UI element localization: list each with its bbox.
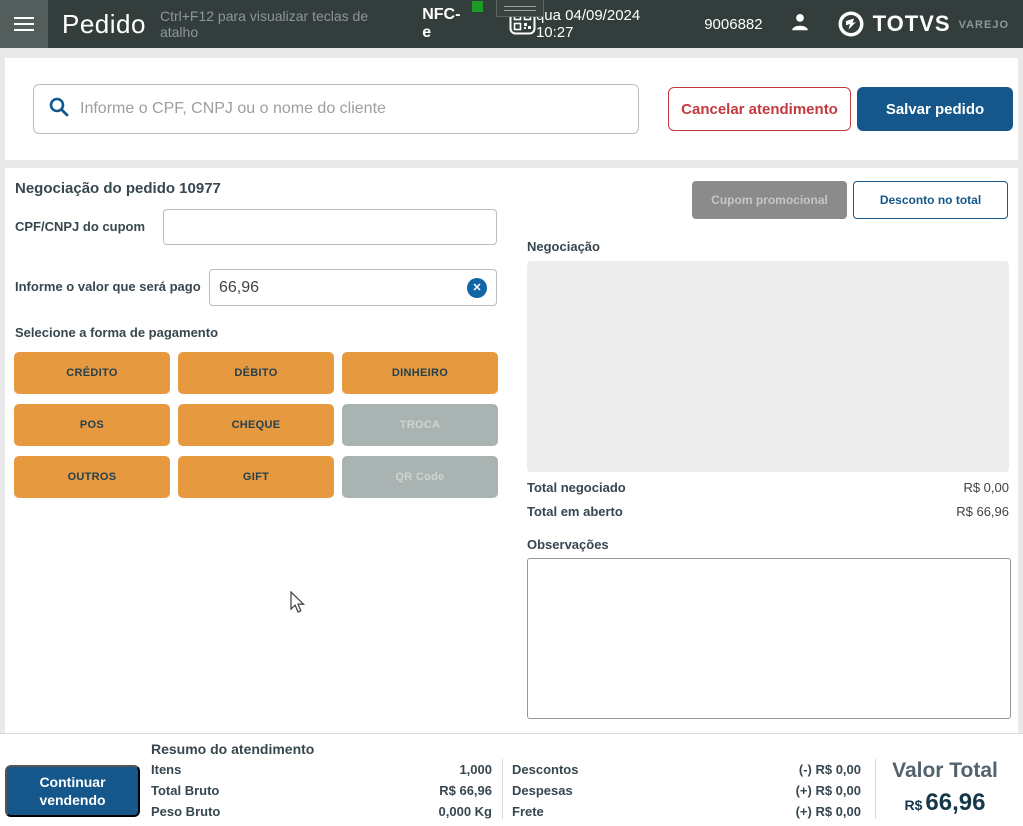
coupon-cpf-label: CPF/CNPJ do cupom	[15, 219, 146, 234]
summary-right-column: Descontos (-) R$ 0,00 Despesas (+) R$ 0,00…	[512, 762, 861, 820]
payment-button-cheque[interactable]: CHEQUE	[178, 404, 334, 446]
continue-selling-button[interactable]: Continuar vendendo	[5, 765, 140, 817]
cancel-service-button[interactable]: Cancelar atendimento	[668, 87, 851, 131]
total-negotiated-row: Total negociado R$ 0,00	[527, 480, 1009, 495]
page-title: Pedido	[62, 8, 146, 39]
observations-textarea[interactable]	[527, 558, 1011, 719]
payment-button-qrcode: QR Code	[342, 456, 498, 498]
customer-search-box[interactable]	[33, 84, 639, 134]
datetime-display: qua 04/09/2024 10:27	[535, 7, 641, 41]
grand-total-currency: R$	[904, 797, 923, 813]
total-negotiated-value: R$ 0,00	[963, 480, 1009, 495]
negotiation-card: Negociação do pedido 10977 CPF/CNPJ do c…	[5, 168, 1018, 733]
summary-row-descontos: Descontos (-) R$ 0,00	[512, 762, 861, 777]
payment-button-credito[interactable]: CRÉDITO	[14, 352, 170, 394]
grand-total-number: 66,96	[925, 789, 986, 816]
payment-button-dinheiro[interactable]: DINHEIRO	[342, 352, 498, 394]
negotiation-title: Negociação do pedido 10977	[15, 180, 221, 197]
save-order-button[interactable]: Salvar pedido	[857, 87, 1013, 131]
payment-button-troca: TROCA	[342, 404, 498, 446]
user-icon[interactable]	[789, 11, 811, 38]
total-discount-button[interactable]: Desconto no total	[853, 181, 1008, 219]
summary-divider	[502, 759, 503, 819]
summary-left-column: Itens 1,000 Total Bruto R$ 66,96 Peso Brut…	[151, 762, 492, 820]
brand-name: TOTVS	[872, 11, 951, 36]
payment-amount-field[interactable]: ✕	[209, 269, 497, 306]
total-negotiated-label: Total negociado	[527, 480, 626, 495]
payment-amount-input[interactable]	[219, 278, 467, 297]
clear-amount-icon[interactable]: ✕	[467, 277, 487, 298]
menu-icon[interactable]	[0, 0, 48, 48]
payment-method-grid: CRÉDITO DÉBITO DINHEIRO POS CHEQUE TROCA…	[14, 352, 502, 498]
totvs-logo: TOTVS VAREJO	[837, 10, 1009, 38]
grand-total-label: Valor Total	[892, 759, 998, 782]
summary-bar: Continuar vendendo Resumo do atendimento…	[0, 733, 1023, 826]
negotiation-items-panel	[527, 261, 1009, 472]
payment-button-gift[interactable]: GIFT	[178, 456, 334, 498]
store-code: 9006882	[704, 15, 763, 33]
nfce-status-indicator	[471, 1, 483, 12]
observations-label: Observações	[527, 537, 609, 552]
summary-row-frete: Frete (+) R$ 0,00	[512, 804, 861, 819]
summary-row-despesas: Despesas (+) R$ 0,00	[512, 783, 861, 798]
summary-row-peso-bruto: Peso Bruto 0,000 Kg	[151, 804, 492, 819]
customer-search-input[interactable]	[80, 100, 624, 118]
collapsed-panel-tab[interactable]	[496, 0, 544, 17]
total-open-row: Total em aberto R$ 66,96	[527, 504, 1009, 519]
total-open-value: R$ 66,96	[956, 504, 1009, 519]
summary-title: Resumo do atendimento	[151, 741, 315, 757]
shortcut-hint: Ctrl+F12 para visualizar teclas de atalh…	[159, 8, 369, 40]
payment-amount-label: Informe o valor que será pago	[15, 279, 201, 294]
payment-method-label: Selecione a forma de pagamento	[15, 325, 219, 340]
grand-total-value: R$ 66,96	[888, 789, 1002, 817]
summary-divider	[875, 759, 876, 819]
coupon-cpf-input[interactable]	[163, 209, 497, 245]
payment-button-pos[interactable]: POS	[14, 404, 170, 446]
totvs-logo-icon	[838, 11, 864, 37]
nfce-status-badge: NFC-e	[422, 1, 483, 42]
payment-button-debito[interactable]: DÉBITO	[178, 352, 334, 394]
promo-coupon-button: Cupom promocional	[692, 181, 847, 219]
payment-button-outros[interactable]: OUTROS	[14, 456, 170, 498]
search-icon	[48, 96, 70, 123]
summary-row-itens: Itens 1,000	[151, 762, 492, 777]
summary-row-total-bruto: Total Bruto R$ 66,96	[151, 783, 492, 798]
customer-search-card: Cancelar atendimento Salvar pedido	[5, 58, 1018, 160]
negotiation-panel-label: Negociação	[527, 239, 600, 254]
total-open-label: Total em aberto	[527, 504, 623, 519]
brand-suffix: VAREJO	[958, 19, 1009, 31]
